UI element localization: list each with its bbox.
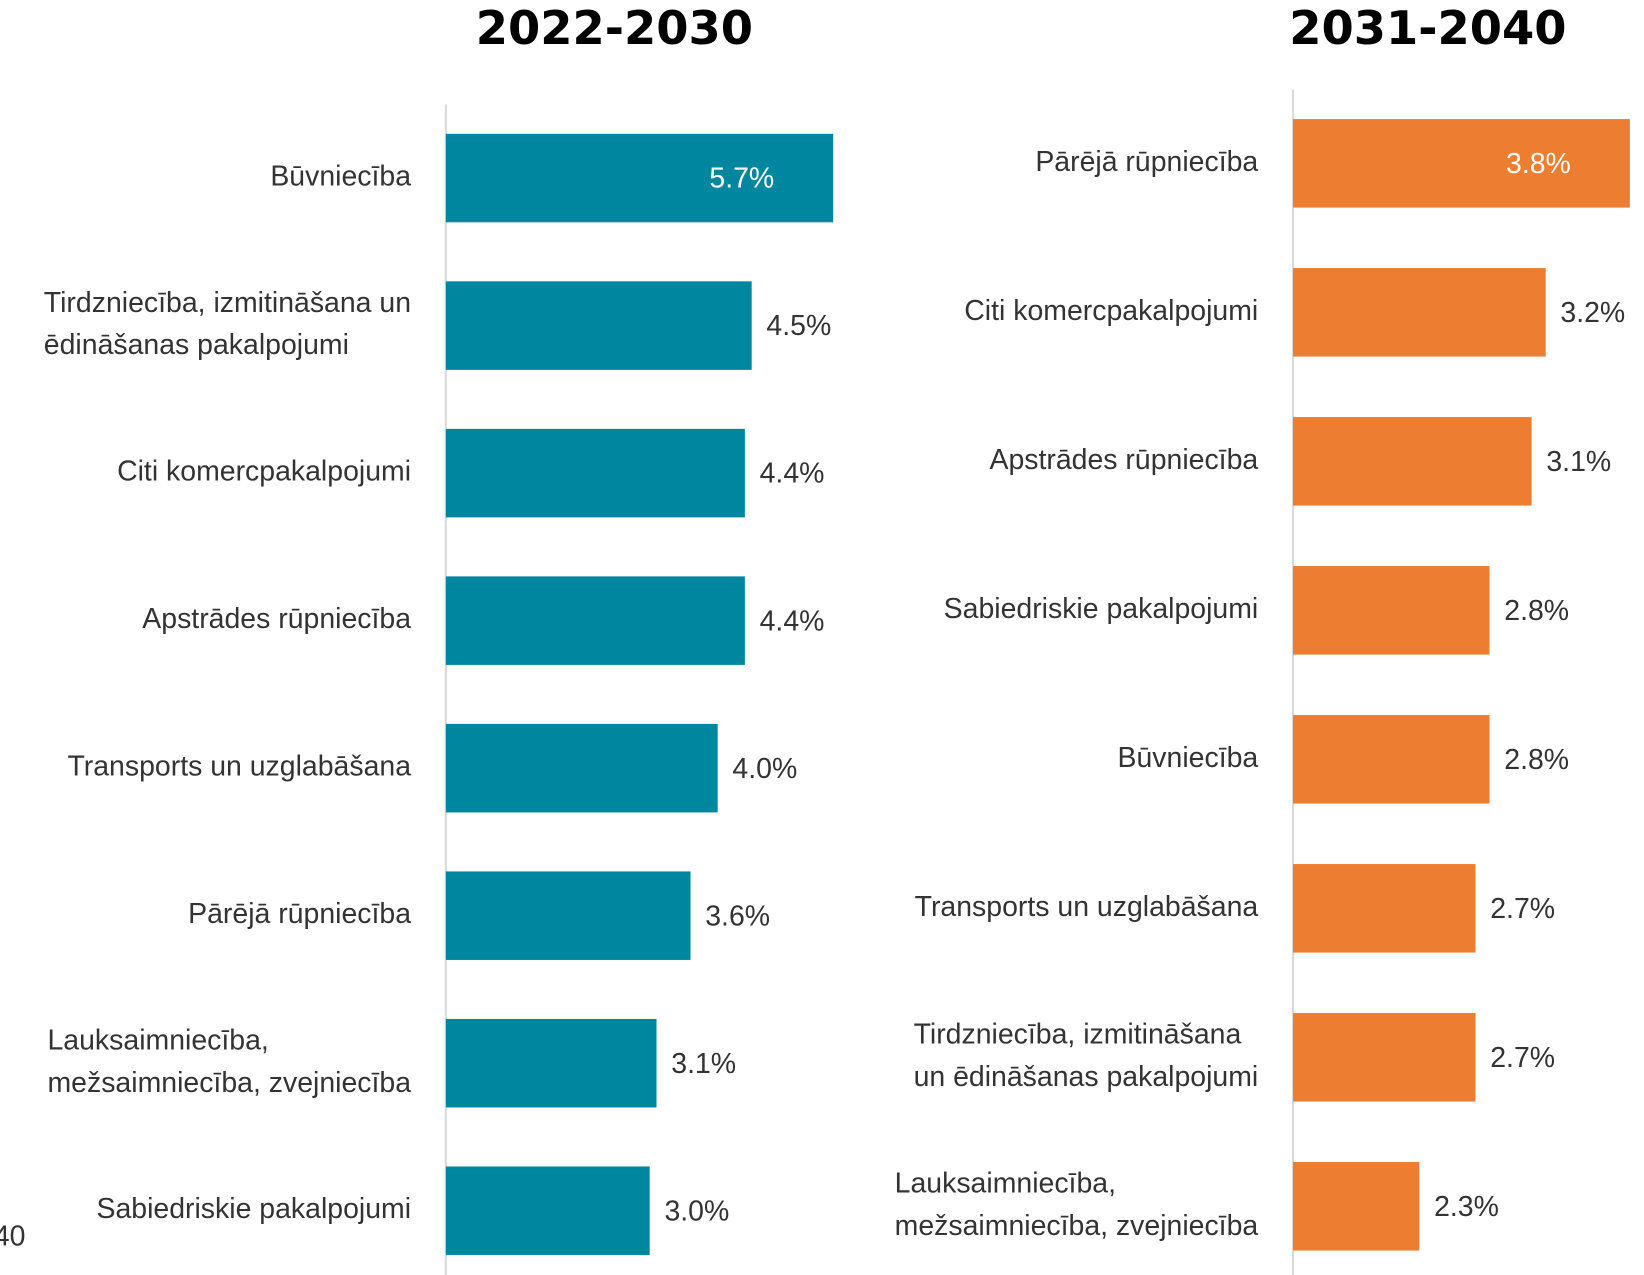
- value-label: 4.5%: [766, 310, 831, 342]
- category-label: Pārējā rūpniecība: [188, 898, 411, 930]
- category-label: Būvniecība: [1118, 742, 1259, 774]
- category-label: Pārējā rūpniecība: [1035, 146, 1258, 178]
- bar: [445, 723, 718, 813]
- chart-title: 2031-2040: [1289, 1, 1566, 55]
- category-label: Citi komercpakalpojumi: [964, 295, 1258, 327]
- value-label: 2.8%: [1504, 744, 1569, 776]
- category-label: Būvniecība: [270, 161, 411, 193]
- bar: [445, 1018, 657, 1108]
- page-fragment: 40: [0, 1221, 25, 1253]
- value-label: 3.0%: [664, 1195, 729, 1227]
- bar: [445, 576, 745, 665]
- value-label: 3.1%: [1546, 446, 1611, 478]
- value-label: 4.0%: [732, 753, 797, 785]
- bar: [1293, 417, 1532, 506]
- bar: [445, 133, 834, 223]
- category-label: Tirdzniecība, izmitināšana un: [44, 287, 411, 319]
- value-label: 4.4%: [760, 458, 825, 490]
- category-label: Apstrādes rūpniecība: [142, 603, 411, 635]
- category-label: Transports un uzglabāšana: [67, 751, 411, 783]
- category-label: Lauksaimniecība,: [895, 1168, 1116, 1200]
- category-label: Lauksaimniecība,: [48, 1025, 269, 1057]
- value-label: 2.3%: [1434, 1191, 1499, 1223]
- bar: [1293, 268, 1546, 357]
- value-label: 5.7%: [709, 163, 774, 195]
- bar: [1293, 1162, 1420, 1251]
- bar: [445, 428, 745, 518]
- bar: [1293, 566, 1490, 655]
- value-label: 3.8%: [1506, 148, 1571, 180]
- value-label: 2.7%: [1490, 1042, 1555, 1074]
- category-label: Sabiedriskie pakalpojumi: [96, 1193, 411, 1225]
- bar: [445, 1166, 650, 1255]
- category-label: Apstrādes rūpniecība: [989, 444, 1258, 476]
- bar: [1293, 1013, 1476, 1102]
- bar: [445, 871, 691, 960]
- category-label: ēdināšanas pakalpojumi: [44, 329, 349, 361]
- bar: [1293, 119, 1630, 208]
- bar: [445, 281, 752, 370]
- value-label: 3.2%: [1560, 297, 1625, 329]
- category-label: Transports un uzglabāšana: [915, 891, 1259, 923]
- value-label: 4.4%: [760, 605, 825, 637]
- bar: [1293, 864, 1476, 953]
- bar: [1293, 715, 1490, 804]
- category-label: mežsaimniecība, zvejniecība: [48, 1067, 412, 1099]
- value-label: 2.8%: [1504, 595, 1569, 627]
- value-label: 2.7%: [1490, 893, 1555, 925]
- category-label: Citi komercpakalpojumi: [117, 456, 411, 488]
- chart-title: 2022-2030: [476, 1, 753, 55]
- category-label: Tirdzniecība, izmitināšana: [914, 1019, 1242, 1051]
- category-label: mežsaimniecība, zvejniecība: [895, 1210, 1259, 1242]
- value-label: 3.1%: [671, 1048, 736, 1080]
- category-label: un ēdināšanas pakalpojumi: [914, 1061, 1259, 1093]
- value-label: 3.6%: [705, 900, 770, 932]
- category-label: Sabiedriskie pakalpojumi: [944, 593, 1259, 625]
